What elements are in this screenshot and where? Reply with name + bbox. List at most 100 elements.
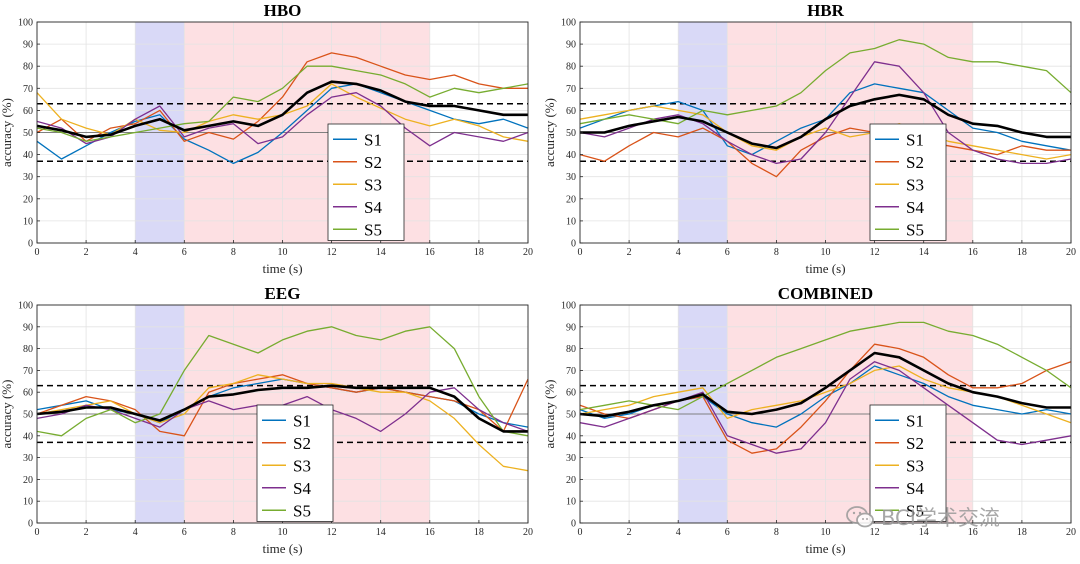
x-tick-label: 18 — [474, 527, 484, 538]
y-tick-label: 80 — [23, 344, 33, 355]
y-tick-label: 20 — [566, 194, 576, 205]
series-s2-line — [579, 127, 1071, 178]
y-axis-label: accuracy (%) — [0, 98, 14, 167]
legend: S1 S2 S3 S4 S5 — [869, 123, 947, 241]
y-axis-label: accuracy (%) — [542, 380, 557, 449]
y-tick-label: 40 — [23, 150, 33, 161]
y-tick-label: 70 — [23, 84, 33, 95]
legend-label-s1: S1 — [906, 130, 924, 149]
series-s2-line — [36, 374, 529, 437]
y-tick-label: 20 — [566, 475, 576, 486]
chart-title: COMBINED — [778, 284, 873, 303]
y-tick-label: 50 — [566, 410, 576, 421]
x-tick-label: 18 — [474, 247, 484, 258]
x-tick-label: 8 — [231, 527, 236, 538]
legend-label-s5: S5 — [364, 220, 382, 239]
legend-label-s4: S4 — [906, 198, 924, 217]
legend: S1 S2 S3 S4 S5 — [869, 404, 947, 522]
legend-box — [256, 404, 334, 522]
x-tick-label: 12 — [327, 527, 337, 538]
x-axis-label: time (s) — [805, 261, 845, 276]
panel-hbo: 0 2 4 6 8 10 12 14 16 18 20 0 10 20 30 40 50 60 70 80 90 100 H… — [0, 1, 533, 276]
y-tick-label: 60 — [23, 388, 33, 399]
chart-title: HBO — [264, 1, 302, 20]
x-tick-label: 4 — [676, 247, 681, 258]
y-tick-label: 80 — [566, 62, 576, 73]
y-tick-label: 60 — [566, 106, 576, 117]
legend: S1 S2 S3 S4 S5 — [256, 404, 334, 522]
series-s3-line — [36, 374, 529, 472]
y-tick-label: 100 — [561, 301, 576, 312]
y-tick-label: 0 — [28, 239, 33, 250]
legend-label-s4: S4 — [906, 479, 924, 498]
series-s5-line — [579, 321, 1072, 411]
x-tick-label: 8 — [774, 527, 779, 538]
series-s5-line — [36, 326, 529, 437]
legend-label-s2: S2 — [906, 434, 924, 453]
y-tick-label: 100 — [561, 18, 576, 29]
y-tick-label: 40 — [566, 431, 576, 442]
legend-label-s3: S3 — [293, 456, 311, 475]
legend-label-s2: S2 — [906, 153, 924, 172]
legend-label-s4: S4 — [293, 479, 311, 498]
x-tick-label: 18 — [1017, 247, 1027, 258]
x-tick-label: 6 — [182, 527, 187, 538]
x-axis-label: time (s) — [262, 541, 302, 556]
y-tick-label: 50 — [23, 128, 33, 139]
y-tick-label: 70 — [23, 366, 33, 377]
x-tick-label: 14 — [376, 247, 386, 258]
legend-label-s5: S5 — [906, 501, 924, 520]
legend-label-s1: S1 — [906, 411, 924, 430]
y-tick-label: 30 — [23, 172, 33, 183]
x-tick-label: 2 — [627, 247, 632, 258]
y-tick-label: 0 — [571, 519, 576, 530]
y-tick-label: 20 — [23, 194, 33, 205]
x-tick-label: 8 — [774, 247, 779, 258]
legend-label-s3: S3 — [906, 175, 924, 194]
x-tick-label: 20 — [1066, 527, 1076, 538]
series-s5-line — [36, 65, 529, 142]
x-tick-label: 6 — [725, 527, 730, 538]
series-s2-line — [36, 52, 528, 142]
x-tick-label: 6 — [182, 247, 187, 258]
x-tick-label: 2 — [84, 247, 89, 258]
y-tick-label: 60 — [23, 106, 33, 117]
chart-title: EEG — [265, 284, 301, 303]
legend-label-s5: S5 — [293, 501, 311, 520]
x-tick-label: 16 — [425, 247, 435, 258]
panel-combined: 0 2 4 6 8 10 12 14 16 18 20 0 10 20 30 40 50 60 70 80 90 100 C… — [542, 284, 1076, 556]
y-tick-label: 10 — [23, 497, 33, 508]
y-tick-label: 10 — [566, 497, 576, 508]
legend-label-s1: S1 — [364, 130, 382, 149]
x-tick-label: 2 — [627, 527, 632, 538]
y-tick-label: 10 — [566, 216, 576, 227]
y-tick-label: 70 — [566, 366, 576, 377]
y-tick-label: 10 — [23, 216, 33, 227]
legend-box — [327, 123, 405, 241]
y-tick-label: 90 — [566, 322, 576, 333]
x-tick-label: 20 — [523, 247, 533, 258]
y-tick-label: 0 — [28, 519, 33, 530]
x-tick-label: 10 — [278, 527, 288, 538]
panel-eeg: 0 2 4 6 8 10 12 14 16 18 20 0 10 20 30 40 50 60 70 80 90 100 E… — [0, 284, 533, 556]
y-tick-label: 20 — [23, 475, 33, 486]
y-tick-label: 90 — [23, 40, 33, 51]
y-tick-label: 40 — [566, 150, 576, 161]
x-tick-label: 14 — [919, 527, 929, 538]
y-tick-label: 30 — [23, 453, 33, 464]
x-tick-label: 8 — [231, 247, 236, 258]
chart-title: HBR — [807, 1, 845, 20]
y-axis-label: accuracy (%) — [0, 380, 14, 449]
y-tick-label: 30 — [566, 453, 576, 464]
watermark: BCI学术交流 — [845, 500, 1000, 534]
legend-label-s1: S1 — [293, 411, 311, 430]
y-tick-label: 80 — [23, 62, 33, 73]
x-tick-label: 12 — [870, 247, 880, 258]
x-tick-label: 4 — [676, 527, 681, 538]
y-tick-label: 100 — [18, 301, 33, 312]
x-tick-label: 4 — [133, 247, 138, 258]
legend-box — [869, 123, 947, 241]
x-tick-label: 0 — [578, 247, 583, 258]
x-tick-label: 12 — [327, 247, 337, 258]
